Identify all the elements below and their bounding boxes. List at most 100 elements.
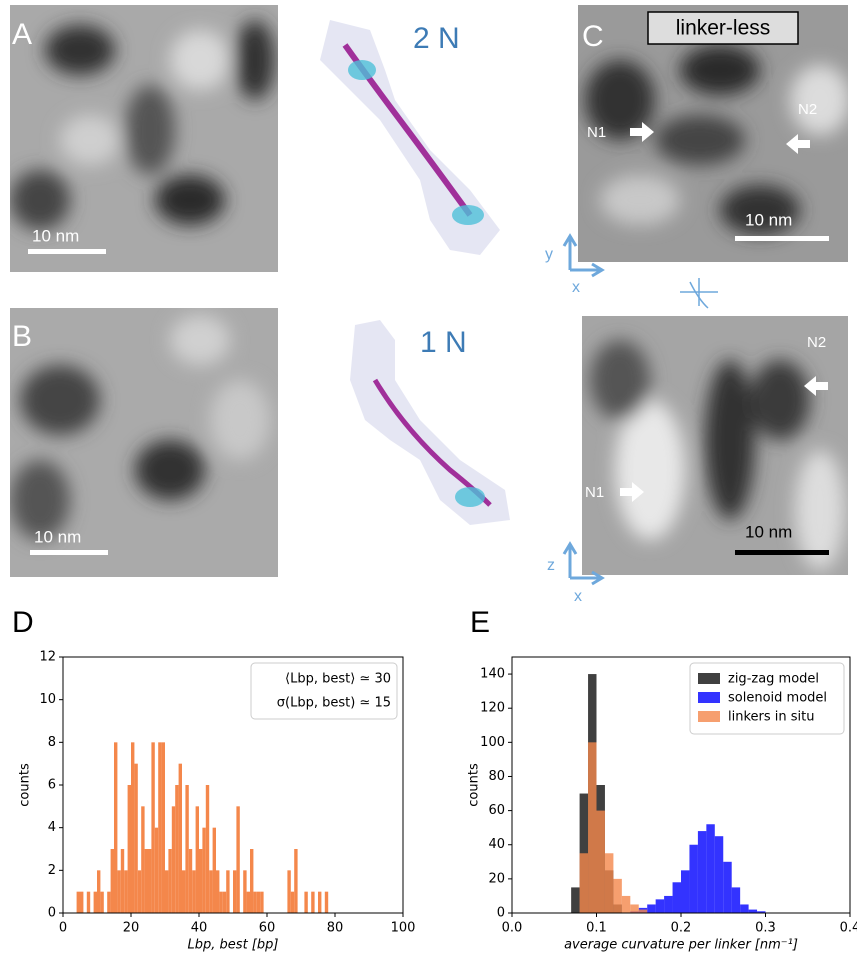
bar: [579, 853, 589, 913]
bar: [182, 870, 186, 913]
bar: [256, 891, 261, 913]
legend-label: linkers in situ: [728, 710, 814, 725]
y-tick-label: 12: [39, 650, 56, 665]
bar: [290, 891, 295, 913]
y-tick-label: 8: [48, 735, 56, 750]
bar: [233, 870, 237, 913]
bar: [137, 870, 142, 913]
axis-letter: x: [574, 588, 582, 605]
bar: [97, 870, 101, 913]
y-tick-label: 40: [488, 837, 505, 852]
bar: [304, 891, 308, 913]
y-tick-label: 100: [480, 735, 505, 750]
y-tick-label: 2: [48, 863, 56, 878]
annotation-box: [250, 662, 398, 720]
n-label: N1: [587, 124, 606, 141]
panel-label: E: [470, 606, 490, 639]
x-tick-label: 100: [391, 921, 416, 936]
bar: [158, 742, 162, 913]
model-1n: [350, 320, 510, 525]
bar: [202, 827, 206, 913]
label: linker-less: [676, 17, 771, 40]
n-label: N2: [807, 334, 826, 351]
panel-label: A: [12, 18, 32, 51]
bar: [141, 806, 145, 913]
bar: [714, 836, 724, 913]
legend-label: zig-zag model: [728, 672, 819, 687]
y-tick-label: 140: [480, 667, 505, 682]
bar: [124, 870, 128, 913]
bar: [706, 824, 715, 913]
label-box: [647, 11, 799, 45]
bar: [199, 849, 203, 913]
legend-swatch: [698, 711, 720, 722]
x-tick-label: 0.4: [840, 921, 857, 936]
y-tick-label: 120: [480, 701, 505, 716]
scale-bar-label: 10 nm: [34, 527, 81, 546]
axis-glyph: [562, 541, 605, 586]
x-axis-label: Lbp, best [bp]: [188, 938, 279, 953]
bar: [127, 785, 131, 913]
x-tick-label: 0.0: [502, 921, 523, 936]
bar: [246, 891, 250, 913]
annotation: σ(Lbp, best) ≃ 15: [277, 696, 391, 711]
x-tick-label: 20: [123, 921, 140, 936]
bar: [151, 742, 155, 913]
scale-bar-label: 10 nm: [745, 522, 792, 541]
y-tick-label: 80: [488, 769, 505, 784]
bar: [144, 849, 148, 913]
scale-bar: [30, 550, 108, 555]
micrograph-c-xy: [578, 5, 848, 262]
scale-bar: [735, 550, 829, 555]
bar: [318, 891, 322, 913]
axis-letter: z: [547, 557, 555, 574]
panel-label: D: [12, 606, 34, 639]
axis-letter: x: [572, 279, 580, 296]
bar: [148, 849, 152, 913]
bar: [664, 895, 673, 913]
bar: [120, 849, 125, 913]
x-tick-label: 0: [59, 921, 67, 936]
bar: [588, 742, 597, 913]
legend-box: [689, 662, 845, 735]
bar: [209, 870, 213, 913]
annotation: ⟨Lbp, best⟩ ≃ 30: [285, 672, 391, 687]
bar: [175, 785, 179, 913]
bar: [110, 849, 114, 913]
bar: [324, 891, 329, 913]
bar: [192, 870, 196, 913]
bar: [681, 870, 690, 913]
model-2n: [320, 20, 500, 255]
micrograph-c-xz: [582, 316, 848, 575]
bar: [647, 904, 656, 913]
micrograph-b: [10, 308, 278, 577]
bar: [205, 785, 210, 913]
bar: [185, 785, 189, 913]
bar: [243, 870, 247, 913]
y-tick-label: 0: [48, 906, 56, 921]
scale-bar: [28, 249, 106, 254]
model-label: 2 N: [413, 22, 460, 55]
y-tick-label: 0: [497, 906, 505, 921]
bar: [188, 849, 193, 913]
panel-label: B: [12, 320, 32, 353]
bar: [287, 870, 291, 913]
bar: [195, 806, 199, 913]
bar: [93, 891, 97, 913]
bar: [107, 891, 111, 913]
bar: [689, 844, 698, 913]
legend-swatch: [698, 692, 720, 703]
x-tick-label: 40: [191, 921, 208, 936]
bar: [86, 891, 91, 913]
x-tick-label: 0.2: [671, 921, 692, 936]
bar: [178, 763, 182, 913]
bar: [613, 878, 622, 913]
x-tick-label: 0.1: [586, 921, 607, 936]
bar: [655, 899, 665, 913]
bar: [222, 891, 227, 913]
bar: [171, 806, 176, 913]
bar: [311, 891, 315, 913]
panel-label: C: [582, 20, 604, 53]
y-axis-label: counts: [18, 763, 33, 807]
legend-swatch: [698, 673, 720, 684]
